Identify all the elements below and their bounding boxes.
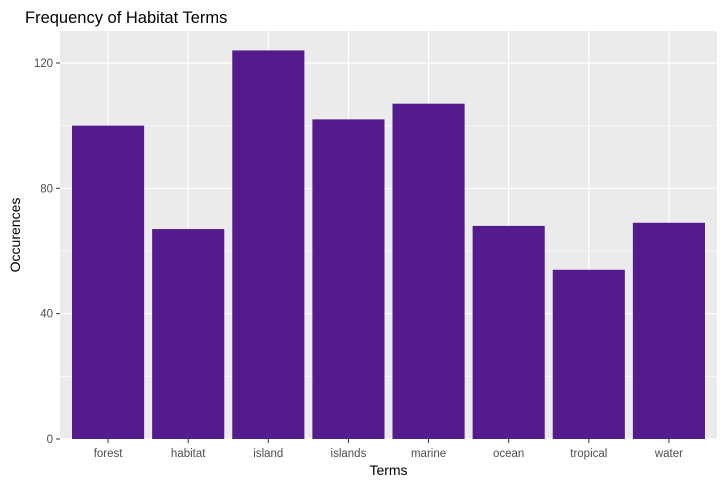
x-tick-label: habitat (171, 448, 206, 460)
y-tick-label: 80 (40, 183, 53, 195)
x-axis-title: Terms (369, 462, 407, 478)
bar-ocean (472, 225, 545, 439)
y-tick-label: 120 (34, 58, 53, 70)
bar-water (632, 222, 705, 439)
y-axis: 0 40 80 120 (34, 58, 60, 446)
chart-title: Frequency of Habitat Terms (25, 9, 227, 27)
y-tick-label: 0 (47, 434, 53, 446)
bar-forest (72, 125, 145, 439)
x-tick-label: islands (331, 448, 367, 460)
bars (72, 50, 705, 440)
bar-island (232, 50, 305, 440)
x-tick-label: tropical (570, 448, 607, 460)
bar-islands (312, 119, 385, 440)
bar-marine (392, 103, 465, 439)
y-tick-label: 40 (40, 309, 53, 321)
x-tick-label: island (253, 448, 283, 460)
x-tick-label: forest (94, 448, 124, 460)
bar-habitat (152, 229, 225, 439)
y-axis-title: Occurences (7, 198, 23, 273)
x-tick-label: marine (411, 448, 446, 460)
x-tick-label: water (654, 448, 683, 460)
bar-tropical (552, 269, 625, 439)
x-axis: forest habitat island islands marine ocean tro… (94, 439, 683, 460)
x-tick-label: ocean (493, 448, 524, 460)
